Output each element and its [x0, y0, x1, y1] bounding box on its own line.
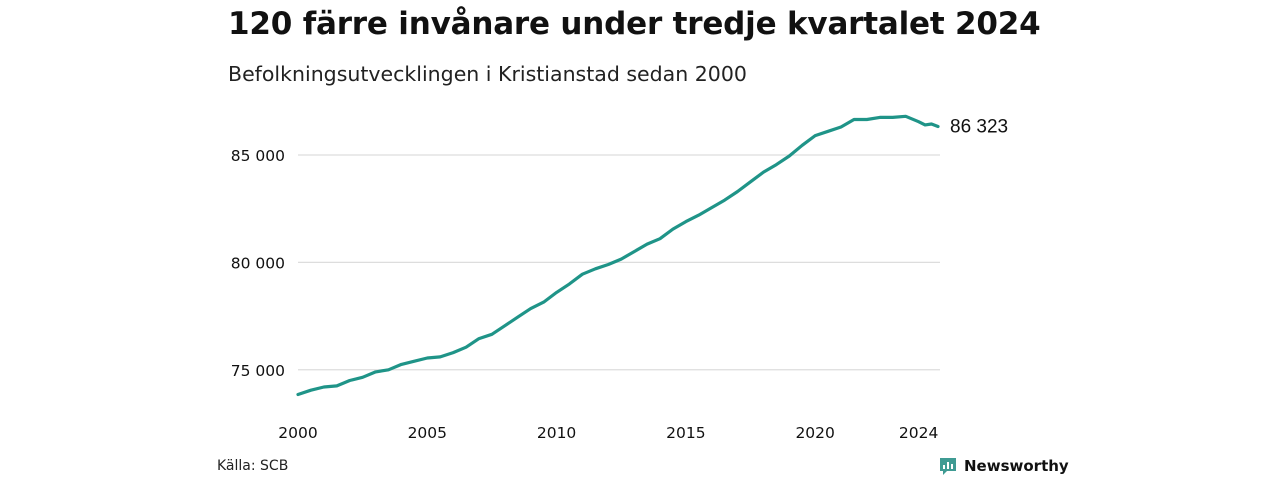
y-tick-label: 80 000 — [231, 254, 285, 272]
source-note: Källa: SCB — [217, 458, 289, 474]
x-tick-label: 2010 — [537, 424, 576, 442]
chart-title: 120 färre invånare under tredje kvartale… — [228, 6, 1041, 42]
x-tick-label: 2000 — [278, 424, 317, 442]
gridlines — [298, 154, 940, 371]
y-tick-label: 85 000 — [231, 147, 285, 165]
population-line — [296, 114, 940, 397]
x-axis-ticks: 2000 2005 2010 2015 2020 2024 — [278, 424, 938, 442]
end-value-label: 86 323 — [950, 117, 1008, 138]
newsworthy-logo: Newsworthy — [938, 456, 1069, 476]
y-tick-label: 75 000 — [231, 362, 285, 380]
x-tick-label: 2024 — [899, 424, 938, 442]
x-tick-label: 2005 — [408, 424, 447, 442]
chart-subtitle: Befolkningsutvecklingen i Kristianstad s… — [228, 62, 747, 86]
y-axis-ticks: 75 000 80 000 85 000 — [231, 147, 285, 380]
brand-name: Newsworthy — [964, 457, 1069, 475]
x-tick-label: 2015 — [666, 424, 705, 442]
bar-chart-logo-icon — [940, 458, 956, 475]
x-tick-label: 2020 — [795, 424, 834, 442]
